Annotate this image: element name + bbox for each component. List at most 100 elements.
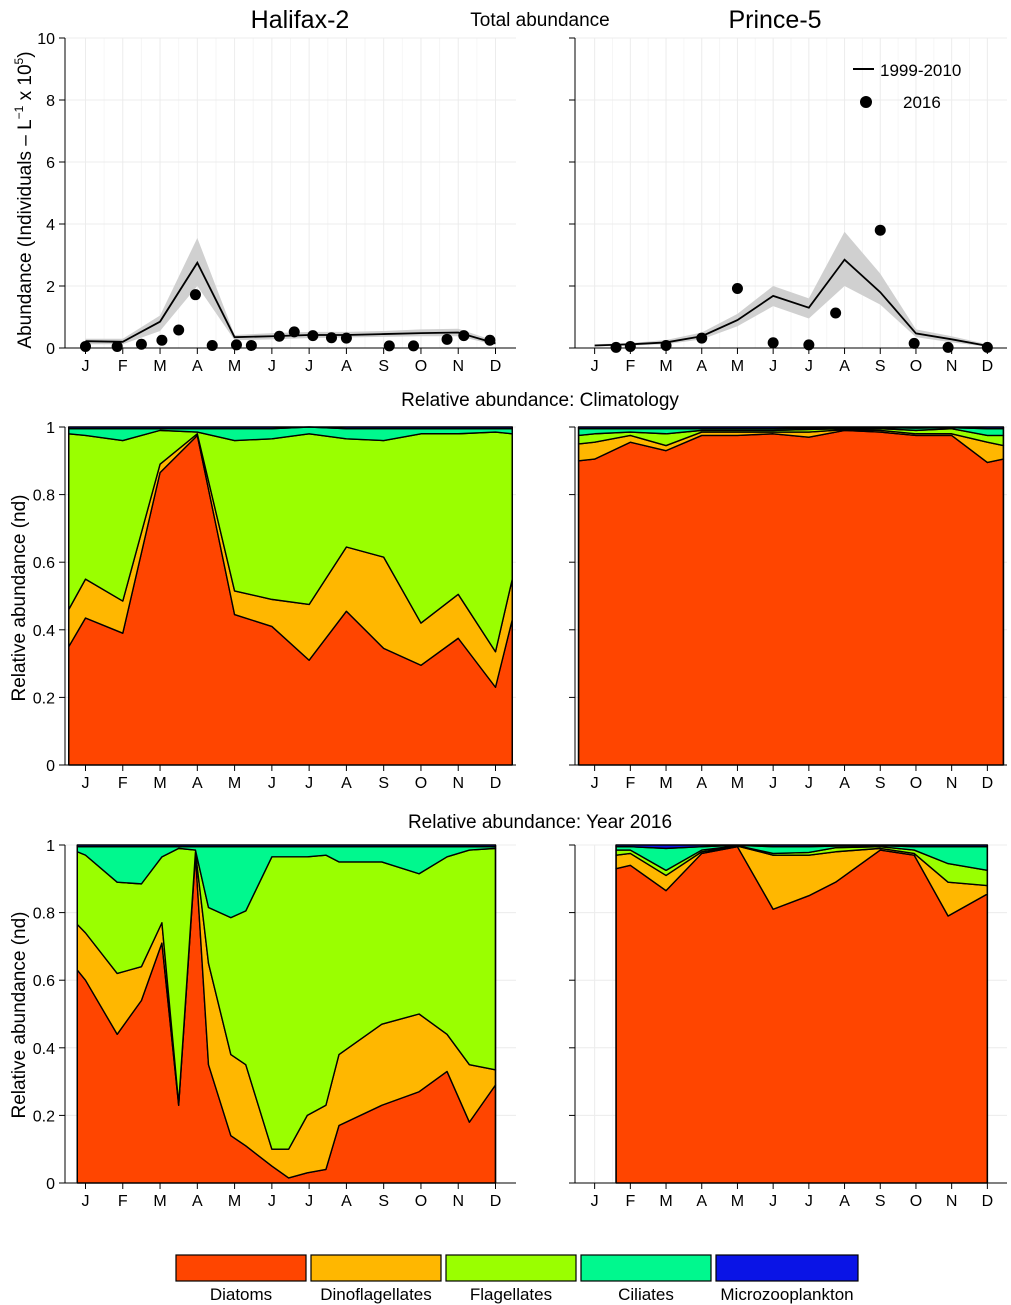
x-tick-label: A: [696, 358, 707, 375]
legend-dot-label: 2016: [903, 93, 941, 112]
observation-point: [189, 289, 201, 301]
x-tick-label: O: [910, 1193, 922, 1210]
taxa-legend: Diatoms Dinoflagellates Flagellates Ciliate…: [175, 1254, 859, 1304]
x-tick-label: A: [192, 775, 203, 792]
x-tick-label: D: [982, 775, 994, 792]
x-tick-label: J: [805, 1193, 813, 1210]
x-tick-label: O: [415, 775, 427, 792]
x-tick-label: D: [490, 775, 502, 792]
x-tick-label: S: [378, 358, 389, 375]
x-tick-label: F: [118, 358, 128, 375]
x-tick-label: M: [659, 1193, 672, 1210]
x-tick-label: N: [946, 1193, 958, 1210]
x-tick-label: J: [805, 358, 813, 375]
x-tick-label: J: [268, 358, 276, 375]
y-tick-label: 0: [46, 758, 55, 775]
x-tick-label: M: [153, 358, 166, 375]
x-tick-label: O: [415, 358, 427, 375]
observation-point: [874, 224, 886, 236]
x-tick-label: D: [982, 358, 994, 375]
ylabel-sup-2: 5: [12, 57, 26, 64]
x-tick-label: D: [490, 1193, 502, 1210]
x-tick-label: A: [341, 775, 352, 792]
observation-point: [408, 340, 419, 352]
x-tick-label: S: [378, 775, 389, 792]
x-tick-label: M: [228, 358, 241, 375]
x-tick-label: J: [268, 1193, 276, 1210]
observation-point: [206, 340, 218, 352]
x-tick-label: J: [268, 775, 276, 792]
x-tick-label: F: [118, 775, 128, 792]
x-tick-label: M: [153, 1193, 166, 1210]
observation-point: [696, 332, 708, 344]
x-tick-label: J: [805, 775, 813, 792]
x-tick-label: J: [305, 358, 313, 375]
ylabel-part-2: x 10: [15, 64, 36, 105]
x-tick-label: N: [946, 775, 958, 792]
panel-title-year-2016: Relative abundance: Year 2016: [408, 812, 672, 833]
x-tick-label: J: [769, 1193, 777, 1210]
y-tick-label: 1: [46, 420, 55, 437]
x-tick-label: A: [839, 1193, 850, 1210]
x-tick-label: O: [910, 775, 922, 792]
x-tick-label: S: [378, 1193, 389, 1210]
observation-point: [307, 330, 319, 342]
x-tick-label: M: [659, 358, 672, 375]
y-tick-label: 2: [46, 279, 55, 296]
observation-point: [230, 339, 242, 351]
ylabel-sup-1: −1: [12, 105, 26, 119]
area-microzooplankton: [577, 426, 1005, 430]
observation-point: [288, 326, 300, 338]
station-title-halifax: Halifax-2: [251, 6, 350, 34]
x-tick-label: M: [731, 1193, 744, 1210]
y-tick-label: 0.8: [33, 488, 55, 505]
y-tick-label: 0.2: [33, 1108, 55, 1125]
legend-swatch-microzooplankton: [715, 1254, 859, 1282]
legend-line-label: 1999-2010: [880, 61, 961, 80]
observation-point: [173, 324, 185, 336]
observation-point: [830, 307, 842, 319]
observation-point: [624, 340, 636, 352]
x-tick-label: A: [341, 1193, 352, 1210]
observation-point: [80, 340, 91, 352]
x-tick-label: O: [910, 358, 922, 375]
x-tick-label: N: [946, 358, 958, 375]
area-microzooplankton: [76, 844, 497, 848]
observation-point: [484, 334, 496, 346]
y-tick-label: 1: [46, 838, 55, 855]
y-axis-label-rel-2016: Relative abundance (nd): [9, 911, 30, 1118]
x-tick-label: J: [769, 358, 777, 375]
x-tick-label: N: [452, 1193, 464, 1210]
chart-total-abundance-halifax: 0 2 4 6 8 10 J F M A M J J A S O N D: [37, 31, 516, 375]
observation-point: [942, 341, 954, 353]
legend-label-ciliates: Ciliates: [618, 1285, 674, 1304]
y-tick-label: 0: [46, 341, 55, 358]
legend-label-flagellates: Flagellates: [470, 1285, 552, 1304]
y-tick-label: 0.6: [33, 973, 55, 990]
x-tick-label: J: [769, 775, 777, 792]
x-tick-label: S: [875, 775, 886, 792]
legend-dot-swatch: [860, 96, 872, 108]
x-tick-label: F: [625, 358, 635, 375]
x-tick-label: O: [415, 1193, 427, 1210]
area-microzooplankton: [68, 426, 513, 430]
x-tick-label: A: [839, 358, 850, 375]
panel-title-climatology: Relative abundance: Climatology: [401, 390, 679, 411]
observation-point: [458, 330, 470, 342]
y-tick-label: 0.6: [33, 555, 55, 572]
x-tick-label: M: [731, 358, 744, 375]
observation-point: [981, 341, 993, 353]
x-tick-label: M: [731, 775, 744, 792]
observation-point: [908, 337, 920, 349]
observation-point: [156, 334, 168, 346]
legend-label-diatoms: Diatoms: [210, 1285, 272, 1304]
ylabel-part-1: Abundance (Individuals – L: [15, 119, 36, 348]
legend-label-microzooplankton: Microzooplankton: [720, 1285, 853, 1304]
observation-point: [383, 340, 395, 352]
x-tick-label: J: [82, 775, 90, 792]
x-tick-label: A: [341, 358, 352, 375]
chart-2016-halifax: 0 0.2 0.4 0.6 0.8 1 J F M A M J J A S O N D: [33, 838, 516, 1210]
